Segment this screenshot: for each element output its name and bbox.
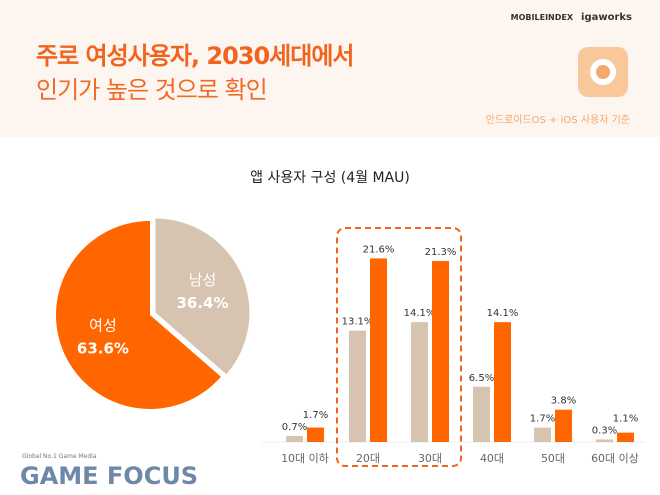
bar-male — [473, 386, 490, 442]
bar-male — [534, 427, 551, 442]
x-tick-label: 50대 — [541, 452, 565, 465]
bar-label: 21.3% — [425, 247, 457, 258]
chart-title: 앱 사용자 구성 (4월 MAU) — [250, 170, 410, 186]
bar-label: 0.7% — [282, 422, 307, 433]
bar-male — [411, 322, 428, 442]
x-tick-label: 30대 — [418, 452, 442, 465]
bar-female — [307, 427, 324, 442]
source-note: 안드로이드OS + iOS 사용자 기준 — [485, 115, 630, 126]
title-line1: 주로 여성사용자, 2030세대에서 — [36, 42, 355, 70]
igaworks-logo: igaworks — [581, 12, 632, 23]
x-tick-label: 20대 — [356, 452, 380, 465]
bar-female — [555, 409, 572, 442]
mobileindex-logo: MOBILEINDEX — [510, 13, 574, 22]
bar-female — [432, 260, 449, 442]
bar-female — [494, 322, 511, 442]
title-line2: 인기가 높은 것으로 확인 — [36, 76, 268, 104]
bar-label: 13.1% — [342, 317, 374, 328]
bar-male — [286, 436, 303, 442]
bar-female — [370, 258, 387, 442]
bar-label: 6.5% — [469, 373, 494, 384]
bar-label: 1.7% — [303, 410, 328, 421]
watermark-logo: GAME FOCUS — [20, 462, 198, 490]
bar-label: 1.1% — [613, 413, 638, 424]
pie-value: 63.6% — [77, 339, 129, 357]
pie-label: 여성 — [89, 316, 117, 334]
x-tick-label: 10대 이하 — [281, 451, 329, 465]
pie-value: 36.4% — [176, 294, 228, 312]
x-tick-label: 60대 이상 — [591, 452, 639, 465]
watermark-tagline: Global No.1 Game Media — [22, 453, 97, 460]
header: 주로 여성사용자, 2030세대에서 인기가 높은 것으로 확인 MOBILEI… — [0, 0, 660, 137]
bar-label: 14.1% — [404, 308, 436, 319]
bar-label: 14.1% — [487, 308, 519, 319]
app-icon — [578, 47, 628, 97]
highlight-box — [336, 227, 462, 467]
bar-male — [349, 330, 366, 442]
bar-female — [617, 432, 634, 442]
x-tick-label: 40대 — [480, 452, 504, 465]
logos: MOBILEINDEX igaworks — [511, 12, 632, 23]
pie-slice-male — [155, 218, 250, 375]
pie-slice-female — [55, 221, 221, 409]
bar-label: 1.7% — [530, 414, 555, 425]
bar-label: 0.3% — [592, 425, 617, 436]
bar-label: 3.8% — [551, 396, 576, 407]
bar-label: 21.6% — [363, 244, 395, 255]
pie-label: 남성 — [189, 271, 217, 289]
bar-male — [596, 439, 613, 442]
